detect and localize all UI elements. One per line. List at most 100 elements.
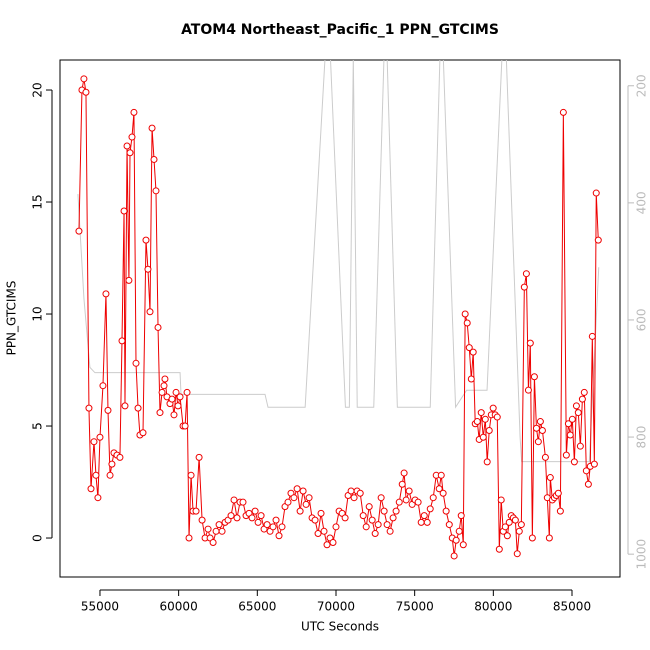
point <box>400 469 408 477</box>
point <box>426 505 434 513</box>
point <box>450 552 458 560</box>
point <box>389 514 397 522</box>
point <box>80 75 88 83</box>
point <box>594 236 602 244</box>
point <box>104 406 112 414</box>
point <box>578 395 586 403</box>
point <box>386 527 394 535</box>
point <box>230 496 238 504</box>
y2-tick-label: 600 <box>635 309 649 332</box>
point <box>520 283 528 291</box>
point <box>556 507 564 515</box>
series-line <box>77 60 600 463</box>
point <box>320 527 328 535</box>
point <box>82 88 90 96</box>
plot-frame <box>59 59 621 578</box>
point <box>554 489 562 497</box>
point <box>503 532 511 540</box>
point <box>580 388 588 396</box>
point <box>526 339 534 347</box>
point <box>442 507 450 515</box>
point <box>257 512 265 520</box>
point <box>174 402 182 410</box>
point <box>296 507 304 515</box>
point <box>132 359 140 367</box>
point <box>96 433 104 441</box>
point <box>160 382 168 390</box>
point <box>377 494 385 502</box>
point <box>187 471 195 479</box>
point <box>501 523 509 531</box>
point <box>195 453 203 461</box>
point <box>570 458 578 466</box>
point <box>251 507 259 515</box>
point <box>92 471 100 479</box>
point <box>302 500 310 508</box>
point <box>420 512 428 520</box>
point <box>485 427 493 435</box>
point <box>148 124 156 132</box>
point <box>546 474 554 482</box>
point <box>116 453 124 461</box>
y-tick-label: 10 <box>31 306 45 321</box>
point <box>227 512 235 520</box>
point <box>212 527 220 535</box>
point <box>347 487 355 495</box>
point <box>275 532 283 540</box>
point <box>515 527 523 535</box>
point <box>497 496 505 504</box>
point <box>305 494 313 502</box>
point <box>477 409 485 417</box>
point <box>584 480 592 488</box>
point <box>545 534 553 542</box>
point <box>170 411 178 419</box>
point <box>218 527 226 535</box>
point <box>118 337 126 345</box>
point <box>398 480 406 488</box>
point <box>359 512 367 520</box>
point <box>284 498 292 506</box>
point <box>299 487 307 495</box>
point <box>209 539 217 547</box>
point <box>467 375 475 383</box>
point <box>290 494 298 502</box>
point <box>329 539 337 547</box>
point <box>568 415 576 423</box>
point <box>473 418 481 426</box>
point <box>154 323 162 331</box>
point <box>90 438 98 446</box>
point <box>152 187 160 195</box>
point <box>161 375 169 383</box>
point <box>588 332 596 340</box>
point <box>437 471 445 479</box>
chart-title: ATOM4 Northeast_Pacific_1 PPN_GTCIMS <box>181 22 499 38</box>
point <box>517 521 525 529</box>
point <box>126 149 134 157</box>
y-tick-label: 15 <box>31 194 45 209</box>
point <box>142 236 150 244</box>
point <box>582 467 590 475</box>
point <box>395 498 403 506</box>
x-tick-label: 70000 <box>317 600 355 614</box>
point <box>590 460 598 468</box>
y2-tick-label: 800 <box>635 426 649 449</box>
y2-tick-label: 200 <box>635 74 649 97</box>
point <box>459 541 467 549</box>
point <box>572 402 580 410</box>
point <box>435 485 443 493</box>
point <box>128 133 136 141</box>
point <box>524 386 532 394</box>
point <box>87 485 95 493</box>
point <box>522 270 530 278</box>
point <box>457 512 465 520</box>
point <box>311 516 319 524</box>
y2-tick-label: 400 <box>635 191 649 214</box>
point <box>123 142 131 150</box>
point <box>106 471 114 479</box>
point <box>144 265 152 273</box>
point <box>574 409 582 417</box>
point <box>383 521 391 529</box>
point <box>423 518 431 526</box>
point <box>108 460 116 468</box>
